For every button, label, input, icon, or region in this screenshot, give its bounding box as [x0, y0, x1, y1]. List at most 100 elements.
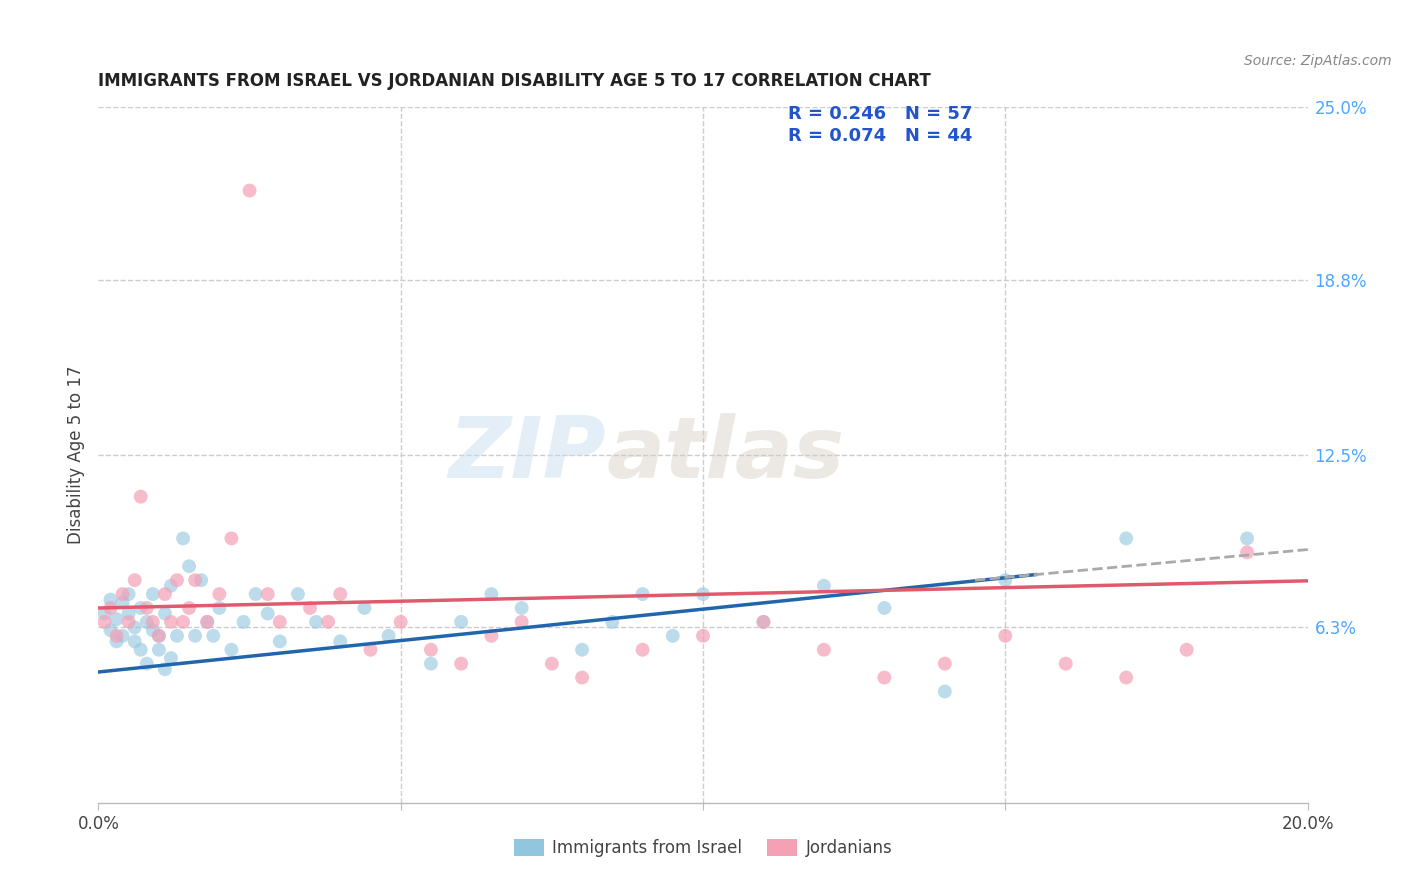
- Point: [571, 671, 593, 685]
- Point: [994, 629, 1017, 643]
- Point: [190, 573, 212, 587]
- Point: [571, 642, 593, 657]
- Point: [1175, 642, 1198, 657]
- Text: atlas: atlas: [606, 413, 845, 497]
- Point: [1054, 657, 1077, 671]
- Point: [305, 615, 328, 629]
- Point: [631, 587, 654, 601]
- Point: [329, 634, 352, 648]
- Point: [160, 579, 183, 593]
- Point: [873, 601, 896, 615]
- Point: [752, 615, 775, 629]
- Point: [179, 601, 201, 615]
- Point: [934, 684, 956, 698]
- Legend: Immigrants from Israel, Jordanians: Immigrants from Israel, Jordanians: [508, 832, 898, 864]
- Point: [481, 629, 503, 643]
- Point: [195, 615, 218, 629]
- Point: [135, 657, 157, 671]
- Point: [118, 615, 141, 629]
- Point: [142, 587, 165, 601]
- Point: [377, 629, 399, 643]
- Point: [100, 592, 122, 607]
- Point: [245, 587, 267, 601]
- Point: [93, 615, 115, 629]
- Point: [195, 615, 218, 629]
- Point: [299, 601, 322, 615]
- Point: [148, 629, 170, 643]
- Point: [269, 634, 291, 648]
- Point: [105, 629, 128, 643]
- Point: [166, 573, 188, 587]
- Point: [208, 601, 231, 615]
- Point: [692, 587, 714, 601]
- Point: [316, 615, 339, 629]
- Point: [111, 595, 134, 609]
- Point: [135, 615, 157, 629]
- Point: [124, 620, 146, 634]
- Point: [179, 559, 201, 574]
- Point: [148, 629, 170, 643]
- Point: [142, 615, 165, 629]
- Point: [221, 642, 243, 657]
- Point: [166, 629, 188, 643]
- Point: [129, 642, 152, 657]
- Text: R = 0.246   N = 57: R = 0.246 N = 57: [787, 105, 972, 123]
- Point: [93, 607, 115, 621]
- Point: [124, 573, 146, 587]
- Point: [873, 671, 896, 685]
- Text: Source: ZipAtlas.com: Source: ZipAtlas.com: [1244, 54, 1392, 68]
- Point: [353, 601, 375, 615]
- Point: [135, 601, 157, 615]
- Point: [111, 587, 134, 601]
- Point: [153, 607, 176, 621]
- Point: [510, 615, 533, 629]
- Point: [510, 601, 533, 615]
- Point: [360, 642, 382, 657]
- Point: [172, 615, 194, 629]
- Point: [202, 629, 225, 643]
- Point: [148, 642, 170, 657]
- Point: [118, 587, 141, 601]
- Point: [184, 573, 207, 587]
- Point: [420, 657, 443, 671]
- Point: [105, 612, 128, 626]
- Point: [1236, 545, 1258, 559]
- Point: [100, 624, 122, 638]
- Point: [450, 657, 472, 671]
- Point: [129, 490, 152, 504]
- Point: [239, 184, 262, 198]
- Point: [153, 587, 176, 601]
- Y-axis label: Disability Age 5 to 17: Disability Age 5 to 17: [66, 366, 84, 544]
- Point: [540, 657, 562, 671]
- Point: [1115, 671, 1137, 685]
- Point: [111, 629, 134, 643]
- Point: [661, 629, 683, 643]
- Point: [269, 615, 291, 629]
- Point: [208, 587, 231, 601]
- Point: [1115, 532, 1137, 546]
- Point: [129, 601, 152, 615]
- Point: [752, 615, 775, 629]
- Point: [692, 629, 714, 643]
- Point: [934, 657, 956, 671]
- Text: R = 0.074   N = 44: R = 0.074 N = 44: [787, 128, 972, 145]
- Point: [118, 607, 141, 621]
- Point: [172, 532, 194, 546]
- Point: [153, 662, 176, 676]
- Point: [1236, 532, 1258, 546]
- Point: [124, 634, 146, 648]
- Point: [184, 629, 207, 643]
- Point: [994, 573, 1017, 587]
- Point: [481, 587, 503, 601]
- Point: [389, 615, 412, 629]
- Point: [329, 587, 352, 601]
- Point: [160, 615, 183, 629]
- Point: [142, 624, 165, 638]
- Text: IMMIGRANTS FROM ISRAEL VS JORDANIAN DISABILITY AGE 5 TO 17 CORRELATION CHART: IMMIGRANTS FROM ISRAEL VS JORDANIAN DISA…: [98, 72, 931, 90]
- Point: [256, 607, 278, 621]
- Point: [221, 532, 243, 546]
- Point: [602, 615, 624, 629]
- Point: [100, 601, 122, 615]
- Point: [813, 579, 835, 593]
- Point: [160, 651, 183, 665]
